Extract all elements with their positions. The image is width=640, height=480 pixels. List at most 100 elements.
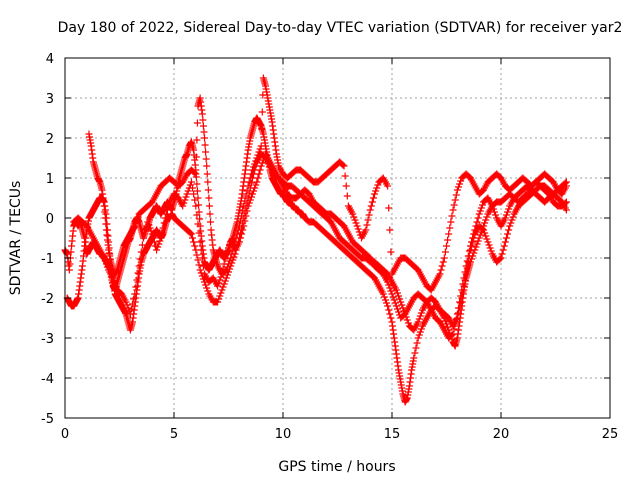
data-point <box>243 207 251 215</box>
data-point <box>452 191 460 199</box>
data-point <box>447 218 455 226</box>
data-point <box>256 145 264 153</box>
data-point <box>162 210 170 218</box>
data-point <box>368 198 376 206</box>
data-point <box>235 238 243 246</box>
data-point <box>102 220 110 228</box>
data-point <box>474 214 482 222</box>
data-point <box>200 128 208 136</box>
data-point <box>410 354 418 362</box>
data-point <box>417 309 425 317</box>
data-point <box>481 219 489 227</box>
data-point <box>109 274 117 282</box>
data-point <box>244 202 252 210</box>
data-point <box>413 339 421 347</box>
data-point <box>197 246 205 254</box>
data-point <box>489 205 497 213</box>
data-point <box>387 314 395 322</box>
data-point <box>254 174 262 182</box>
plot-frame <box>64 57 611 419</box>
data-point <box>492 211 500 219</box>
data-point <box>255 170 263 178</box>
data-point <box>193 180 201 188</box>
data-point <box>101 214 109 222</box>
data-point <box>220 280 228 288</box>
data-point <box>251 184 259 192</box>
data-point <box>453 310 461 318</box>
data-point <box>471 226 479 234</box>
data-point <box>223 271 231 279</box>
data-point <box>483 235 491 243</box>
y-axis-label: SDTVAR / TECUs <box>8 181 24 296</box>
data-point <box>448 212 456 220</box>
data-point <box>157 234 165 242</box>
x-tick-label: 10 <box>275 427 292 442</box>
x-tick-label: 0 <box>61 427 69 442</box>
data-point <box>203 284 211 292</box>
data-point <box>390 296 398 304</box>
data-point <box>144 218 152 226</box>
data-point <box>395 292 403 300</box>
data-point <box>241 197 249 205</box>
data-point <box>222 250 230 258</box>
data-point <box>201 134 209 142</box>
data-point <box>472 243 480 251</box>
data-point <box>217 289 225 297</box>
data-point <box>159 224 167 232</box>
data-point <box>203 162 211 170</box>
data-point <box>104 263 112 271</box>
data-point <box>384 278 392 286</box>
data-point <box>350 213 358 221</box>
data-point <box>506 222 514 230</box>
data-point <box>199 116 207 124</box>
data-point <box>65 266 73 274</box>
data-point <box>111 280 119 288</box>
data-point <box>253 178 261 186</box>
data-point <box>403 316 411 324</box>
data-point <box>204 287 212 295</box>
data-point <box>236 234 244 242</box>
data-point <box>501 238 509 246</box>
data-point <box>246 174 254 182</box>
y-tick-label: -2 <box>41 292 54 307</box>
data-point <box>461 268 469 276</box>
data-point <box>474 237 482 245</box>
data-point <box>349 210 357 218</box>
data-point <box>223 263 231 271</box>
data-point <box>226 257 234 265</box>
data-point <box>198 254 206 262</box>
data-point <box>343 192 351 200</box>
data-point <box>222 266 230 274</box>
x-tick-label: 20 <box>493 427 510 442</box>
data-point <box>391 299 399 307</box>
data-point <box>215 295 223 303</box>
data-point <box>133 276 141 284</box>
data-point <box>132 283 140 291</box>
data-point <box>215 279 223 287</box>
data-point <box>501 214 509 222</box>
data-point <box>398 301 406 309</box>
data-point <box>451 196 459 204</box>
data-point <box>502 211 510 219</box>
data-point <box>480 226 488 234</box>
data-point <box>384 302 392 310</box>
data-point <box>505 205 513 213</box>
data-point <box>453 186 461 194</box>
data-point <box>251 160 259 168</box>
data-point <box>205 194 213 202</box>
data-point <box>351 216 359 224</box>
data-point <box>131 290 139 298</box>
data-point <box>404 319 412 327</box>
data-point <box>214 298 222 306</box>
y-tick-label: 1 <box>46 172 54 187</box>
data-point <box>186 229 194 237</box>
data-point <box>217 273 225 281</box>
data-point <box>412 344 420 352</box>
data-point <box>439 258 447 266</box>
data-point <box>149 234 157 242</box>
data-point <box>136 255 144 263</box>
data-point <box>441 248 449 256</box>
data-point <box>134 213 142 221</box>
data-point <box>485 241 493 249</box>
data-point <box>470 230 478 238</box>
